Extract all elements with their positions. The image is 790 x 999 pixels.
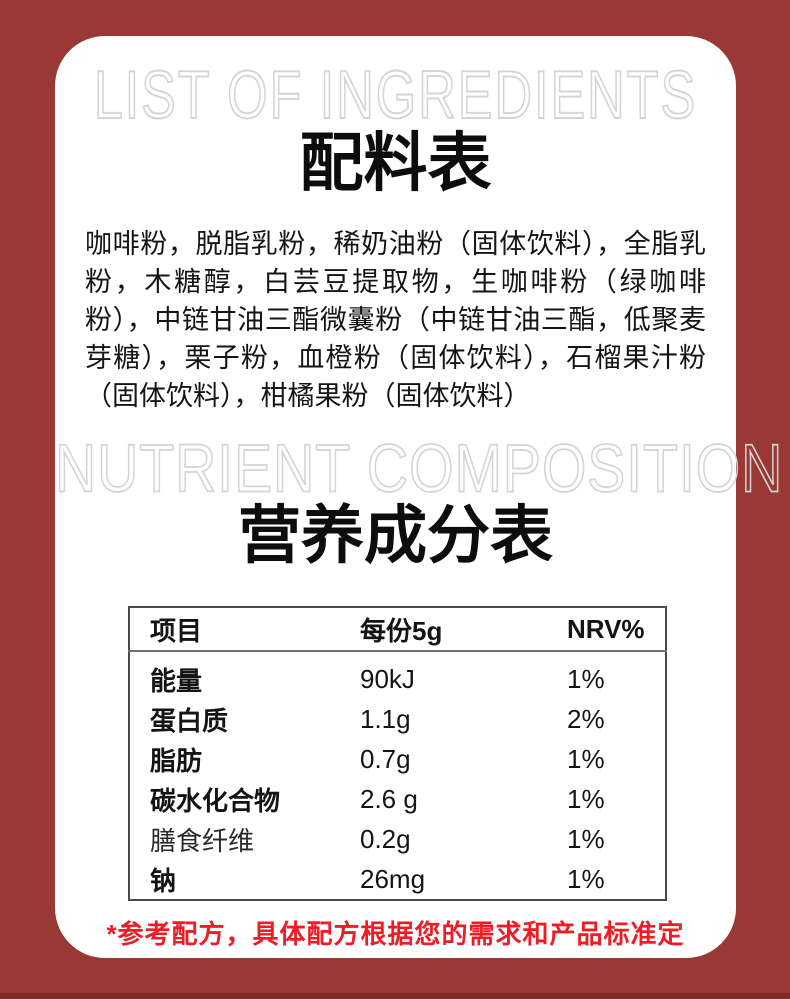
cell-amount: 0.7g — [360, 743, 411, 774]
cell-item: 膳食纤维 — [150, 825, 255, 856]
column-header-nrv: NRV% — [561, 607, 666, 652]
table-row-fat: 脂肪 0.7g 1% — [129, 739, 666, 779]
bottom-edge-strip — [0, 993, 790, 999]
cell-nrv: 1% — [567, 863, 605, 894]
column-header-per-serving: 每份5g — [359, 607, 561, 652]
cell-amount: 1.1g — [360, 703, 411, 734]
column-header-item: 项目 — [129, 607, 359, 652]
ingredients-heading-zh: 配料表 — [299, 127, 492, 199]
ingredients-paragraph: 咖啡粉，脱脂乳粉，稀奶油粉（固体饮料），全脂乳粉，木糖醇，白芸豆提取物，生咖啡粉… — [85, 229, 706, 411]
cell-amount: 0.2g — [360, 823, 411, 854]
table-row-dietary-fiber: 膳食纤维 0.2g 1% — [129, 819, 666, 859]
cell-item: 脂肪 — [150, 745, 203, 776]
cell-nrv: 1% — [567, 743, 605, 774]
cell-amount: 26mg — [360, 863, 426, 894]
cell-amount: 2.6 g — [360, 783, 418, 814]
nutrition-heading-en: NUTRIENT COMPOSITION — [54, 432, 783, 507]
table-row-carbohydrate: 碳水化合物 2.6 g 1% — [129, 779, 666, 819]
nutrition-table: 项目 每份5g NRV% 能量 90kJ 1% 蛋白质 1.1g 2% 脂肪 0… — [128, 606, 667, 901]
table-row-protein: 蛋白质 1.1g 2% — [129, 699, 666, 739]
cell-nrv: 2% — [567, 703, 605, 734]
cell-nrv: 1% — [567, 823, 605, 854]
ingredients-heading-en-text: LIST OF INGREDIENTS — [93, 57, 698, 134]
ingredients-heading-en: LIST OF INGREDIENTS — [55, 57, 736, 134]
nutrition-heading-en-text: NUTRIENT COMPOSITION — [54, 431, 784, 507]
cell-item: 钠 — [150, 865, 177, 896]
nutrition-heading-zh: 营养成分表 — [238, 501, 553, 571]
cell-nrv: 1% — [567, 783, 605, 814]
cell-item: 碳水化合物 — [150, 785, 281, 816]
cell-nrv: 1% — [567, 663, 605, 694]
cell-item: 能量 — [150, 665, 203, 696]
label-card: LIST OF INGREDIENTS 配料表 咖啡粉，脱脂乳粉，稀奶油粉（固体… — [54, 36, 783, 958]
reference-formula-footnote: *参考配方，具体配方根据您的需求和产品标准定 — [106, 919, 685, 949]
nutrition-table-header-row: 项目 每份5g NRV% — [129, 607, 666, 652]
cell-amount: 90kJ — [360, 663, 415, 694]
table-row-energy: 能量 90kJ 1% — [129, 651, 666, 699]
cell-item: 蛋白质 — [150, 705, 229, 736]
table-row-sodium: 钠 26mg 1% — [129, 859, 666, 900]
